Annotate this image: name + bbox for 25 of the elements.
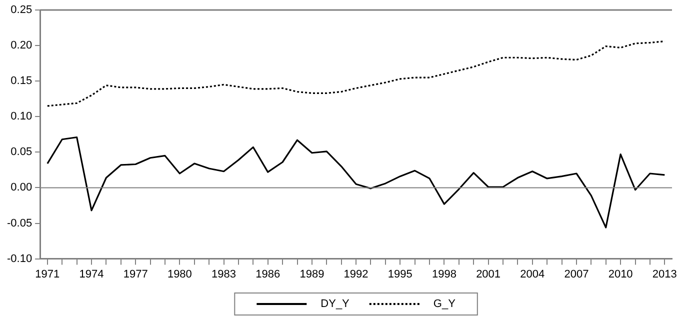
x-tick-label: 1974 <box>79 268 104 280</box>
y-tick-label: -0.10 <box>6 252 32 265</box>
x-tick-label: 1998 <box>432 268 456 280</box>
x-tick-label: 1980 <box>167 268 192 280</box>
x-tick-label: 1986 <box>256 268 280 280</box>
legend-label: G_Y <box>433 298 456 310</box>
y-tick-label: 0.05 <box>10 146 32 158</box>
x-tick-label: 2010 <box>608 268 633 280</box>
x-tick-label: 1983 <box>212 268 236 280</box>
y-tick-label: 0.10 <box>10 110 32 123</box>
y-tick-label: 0.25 <box>10 4 32 16</box>
y-tick-label: 0.15 <box>10 75 32 88</box>
y-tick-label: 0.20 <box>10 40 32 52</box>
x-tick-label: 1989 <box>300 268 324 280</box>
y-tick-label: 0.00 <box>10 182 32 194</box>
x-tick-label: 1995 <box>388 268 412 280</box>
x-tick-label: 2004 <box>520 268 545 280</box>
x-tick-label: 1992 <box>344 268 368 280</box>
x-tick-label: 2001 <box>476 268 501 280</box>
x-tick-label: 2007 <box>564 268 589 280</box>
x-tick-label: 2013 <box>652 268 677 280</box>
y-tick-label: -0.05 <box>6 217 32 230</box>
legend-label: DY_Y <box>320 298 350 310</box>
x-tick-label: 1971 <box>35 268 60 280</box>
x-tick-label: 1977 <box>123 268 148 280</box>
